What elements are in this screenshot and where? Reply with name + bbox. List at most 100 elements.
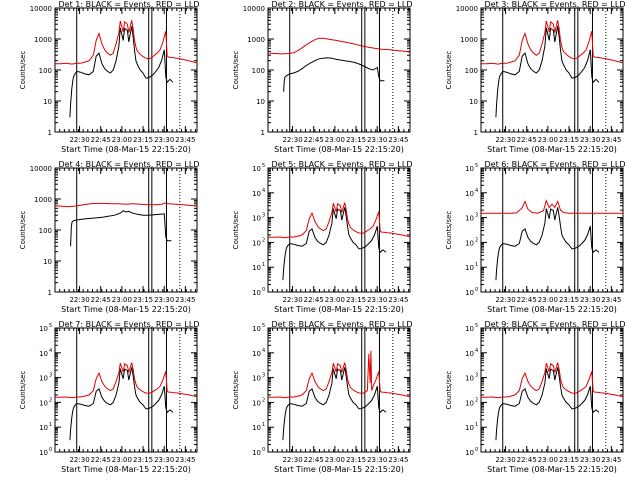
- series-line-lld: [268, 350, 410, 399]
- panel-det-6: Det 6: BLACK = Events, RED = LLD Counts/s…: [445, 160, 625, 314]
- series-line-events: [283, 57, 385, 92]
- y-tick-label: 10000: [30, 165, 52, 173]
- x-tick-label: 22:45: [91, 456, 111, 464]
- y-tick-label: 1: [48, 289, 52, 297]
- y-tick-exponent: 1: [262, 422, 265, 428]
- y-tick-label: 10: [465, 165, 474, 173]
- y-tick-label: 10000: [243, 5, 265, 13]
- x-tick-label: 23:45: [388, 296, 408, 304]
- x-tick-label: 23:15: [346, 136, 366, 144]
- x-tick-label: 22:45: [304, 136, 324, 144]
- y-tick-label: 10: [465, 424, 474, 432]
- x-tick-label: 22:30: [69, 136, 89, 144]
- y-tick-exponent: 4: [475, 188, 478, 194]
- y-tick-label: 10: [252, 375, 261, 383]
- x-tick-label: 22:30: [282, 456, 302, 464]
- y-tick-label: 10: [39, 325, 48, 333]
- x-tick-label: 22:45: [517, 456, 537, 464]
- y-tick-exponent: 5: [475, 163, 478, 169]
- y-tick-exponent: 5: [475, 323, 478, 329]
- chart-title: Det 8: BLACK = Events, RED = LLD: [272, 320, 413, 329]
- x-axis-label: Start Time (08-Mar-15 22:15:20): [274, 145, 404, 154]
- y-tick-label: 10: [252, 289, 261, 297]
- panel-det-3: Det 3: BLACK = Events, RED = LLD Counts/s…: [445, 0, 625, 154]
- x-tick-label: 22:45: [517, 296, 537, 304]
- y-tick-label: 10: [252, 449, 261, 457]
- y-tick-label: 1000: [34, 196, 52, 204]
- y-tick-label: 10: [256, 98, 265, 106]
- y-tick-exponent: 3: [49, 373, 52, 379]
- series-line-events: [69, 367, 174, 441]
- x-tick-label: 22:30: [495, 136, 515, 144]
- x-tick-label: 23:45: [388, 136, 408, 144]
- x-tick-label: 23:30: [580, 456, 600, 464]
- y-tick-exponent: 1: [262, 262, 265, 268]
- y-tick-exponent: 3: [262, 213, 265, 219]
- x-tick-label: 23:45: [175, 456, 195, 464]
- y-tick-label: 1000: [247, 36, 265, 44]
- series-line-lld: [481, 199, 623, 215]
- y-tick-exponent: 3: [262, 373, 265, 379]
- x-tick-label: 23:00: [538, 456, 558, 464]
- chart-title: Det 2: BLACK = Events, RED = LLD: [272, 0, 413, 9]
- y-axis-label: Counts/sec: [19, 371, 27, 410]
- y-tick-exponent: 4: [262, 188, 265, 194]
- y-tick-exponent: 1: [49, 422, 52, 428]
- x-axis-label: Start Time (08-Mar-15 22:15:20): [487, 145, 617, 154]
- x-tick-label: 23:15: [133, 296, 153, 304]
- y-axis-label: Counts/sec: [445, 211, 453, 250]
- y-tick-exponent: 4: [49, 348, 52, 354]
- series-line-lld: [481, 362, 623, 399]
- series-line-lld: [55, 20, 197, 65]
- y-tick-label: 10: [39, 375, 48, 383]
- y-tick-label: 10: [43, 98, 52, 106]
- x-tick-label: 23:30: [367, 456, 387, 464]
- y-tick-exponent: 0: [262, 287, 265, 293]
- series-line-lld: [55, 202, 197, 208]
- x-tick-label: 22:45: [304, 456, 324, 464]
- y-tick-exponent: 4: [262, 348, 265, 354]
- y-tick-exponent: 5: [262, 163, 265, 169]
- x-tick-label: 23:30: [367, 136, 387, 144]
- y-tick-exponent: 2: [475, 397, 478, 403]
- y-tick-label: 10: [469, 98, 478, 106]
- x-tick-label: 22:45: [91, 136, 111, 144]
- y-tick-label: 10: [465, 239, 474, 247]
- panel-det-1: Det 1: BLACK = Events, RED = LLD Counts/s…: [19, 0, 199, 154]
- y-tick-label: 1: [474, 129, 478, 137]
- x-tick-label: 23:45: [175, 296, 195, 304]
- y-tick-exponent: 0: [475, 447, 478, 453]
- chart-title: Det 1: BLACK = Events, RED = LLD: [59, 0, 200, 9]
- x-tick-label: 23:45: [601, 136, 621, 144]
- y-axis-label: Counts/sec: [445, 51, 453, 90]
- y-tick-label: 10: [465, 399, 474, 407]
- chart-title: Det 7: BLACK = Events, RED = LLD: [59, 320, 200, 329]
- x-axis-label: Start Time (08-Mar-15 22:15:20): [274, 465, 404, 474]
- series-line-events: [69, 26, 174, 118]
- x-tick-label: 23:15: [559, 136, 579, 144]
- y-tick-label: 10: [252, 190, 261, 198]
- panel-det-5: Det 5: BLACK = Events, RED = LLD Counts/s…: [232, 160, 412, 314]
- y-tick-label: 10: [39, 424, 48, 432]
- x-tick-label: 23:15: [559, 456, 579, 464]
- x-tick-label: 23:00: [538, 136, 558, 144]
- y-tick-exponent: 1: [475, 262, 478, 268]
- panel-det-4: Det 4: BLACK = Events, RED = LLD Counts/s…: [19, 160, 199, 314]
- x-tick-label: 22:30: [282, 136, 302, 144]
- x-tick-label: 23:30: [154, 456, 174, 464]
- x-tick-label: 23:30: [154, 296, 174, 304]
- y-tick-label: 10: [39, 399, 48, 407]
- y-tick-exponent: 0: [49, 447, 52, 453]
- x-tick-label: 23:45: [601, 456, 621, 464]
- series-line-lld: [268, 37, 410, 55]
- x-tick-label: 22:45: [304, 296, 324, 304]
- x-tick-label: 22:30: [495, 456, 515, 464]
- y-tick-exponent: 3: [475, 213, 478, 219]
- y-tick-exponent: 2: [262, 237, 265, 243]
- series-line-events: [495, 26, 600, 118]
- panel-det-9: Det 9: BLACK = Events, RED = LLD Counts/s…: [445, 320, 625, 474]
- y-tick-label: 10: [252, 215, 261, 223]
- y-tick-label: 10: [465, 350, 474, 358]
- x-tick-label: 22:30: [282, 296, 302, 304]
- x-tick-label: 23:00: [112, 296, 132, 304]
